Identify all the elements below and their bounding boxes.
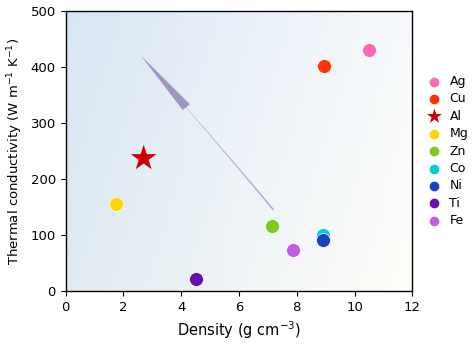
Point [112,201,120,206]
Point [140,155,147,161]
Point [192,276,200,282]
Point [268,223,275,229]
Y-axis label: Thermal conductivity (W m$^{-1}$ K$^{-1}$): Thermal conductivity (W m$^{-1}$ K$^{-1}… [6,37,25,264]
Point [365,48,373,53]
Point [319,238,327,243]
Legend: Ag, Cu, Al, Mg, Zn, Co, Ni, Ti, Fe: Ag, Cu, Al, Mg, Zn, Co, Ni, Ti, Fe [422,75,468,227]
Point [289,248,297,253]
X-axis label: Density (g cm$^{-3}$): Density (g cm$^{-3}$) [177,320,301,341]
Point [321,64,328,69]
Polygon shape [141,56,190,110]
Polygon shape [165,84,274,211]
Point [319,232,327,238]
